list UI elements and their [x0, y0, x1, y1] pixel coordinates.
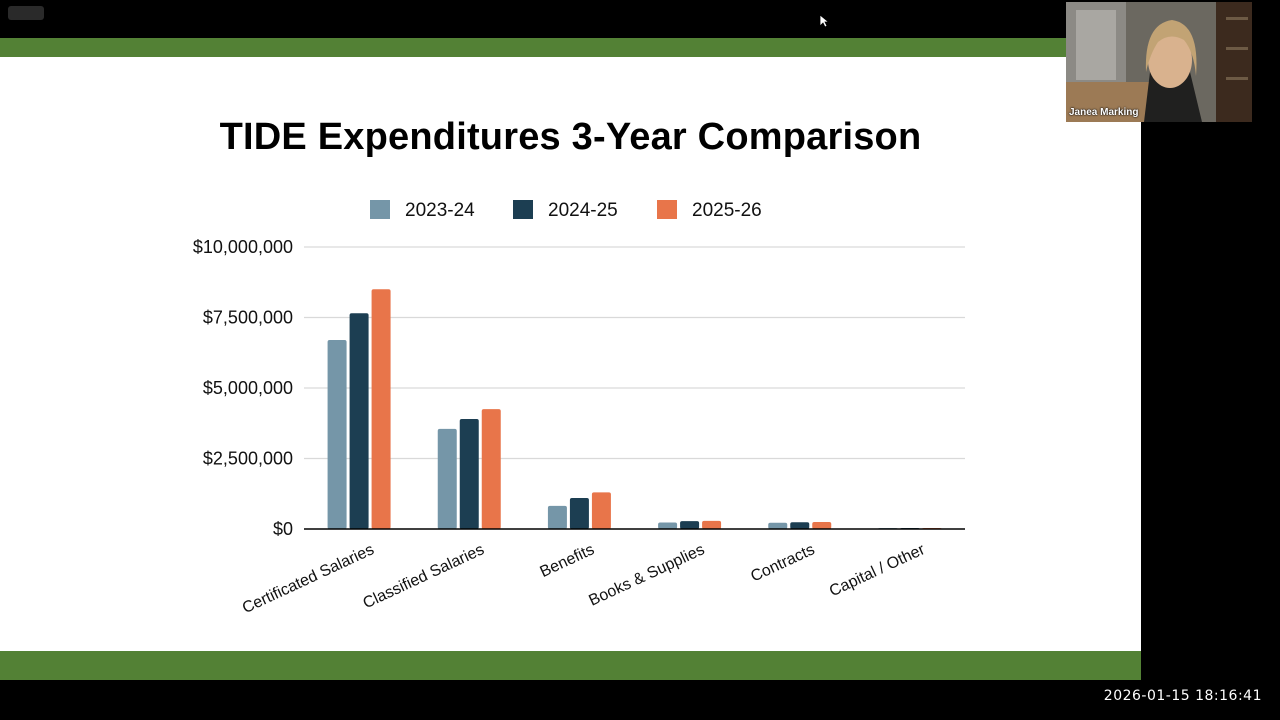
- legend-label: 2023-24: [405, 200, 475, 221]
- bar-chart: $0 $2,500,000 $5,000,000 $7,500,000 $10,000,…: [0, 38, 1141, 680]
- bar: [570, 498, 589, 529]
- bar: [460, 419, 479, 529]
- bar: [680, 521, 699, 529]
- mouse-pointer-icon: [819, 14, 829, 28]
- legend-label: 2025-26: [692, 200, 762, 221]
- bar: [350, 313, 369, 529]
- y-tick-label: $10,000,000: [193, 237, 293, 257]
- recording-timestamp: 2026-01-15 18:16:41: [1104, 688, 1262, 704]
- meeting-toolbar-badge[interactable]: [8, 6, 44, 20]
- bar: [658, 523, 677, 529]
- bar: [548, 506, 567, 529]
- x-tick-label: Capital / Other: [827, 541, 928, 600]
- bar: [438, 429, 457, 529]
- x-tick-label: Contracts: [748, 541, 817, 585]
- y-tick-label: $2,500,000: [203, 449, 293, 469]
- legend-swatch: [513, 200, 533, 219]
- participant-video-tile[interactable]: Janea Marking: [1066, 2, 1252, 122]
- bar: [812, 522, 831, 529]
- presentation-slide: TIDE Expenditures 3-Year Comparison $0 $2…: [0, 38, 1141, 680]
- y-tick-label: $0: [273, 519, 293, 539]
- bar: [592, 492, 611, 529]
- x-tick-label: Benefits: [538, 541, 598, 581]
- y-tick-label: $7,500,000: [203, 308, 293, 328]
- participant-name-label: Janea Marking: [1069, 107, 1138, 118]
- x-tick-label: Classified Salaries: [360, 541, 486, 612]
- participant-video-feed: [1066, 2, 1252, 122]
- x-tick-label: Certificated Salaries: [240, 541, 377, 617]
- y-tick-label: $5,000,000: [203, 378, 293, 398]
- x-tick-label: Books & Supplies: [586, 541, 707, 609]
- slide-footer-band: [0, 651, 1141, 680]
- legend-label: 2024-25: [548, 200, 618, 221]
- bar: [482, 409, 501, 529]
- bar: [790, 522, 809, 529]
- bar: [372, 289, 391, 529]
- bar: [702, 521, 721, 529]
- bar: [768, 523, 787, 529]
- legend-swatch: [370, 200, 390, 219]
- bar: [328, 340, 347, 529]
- legend-swatch: [657, 200, 677, 219]
